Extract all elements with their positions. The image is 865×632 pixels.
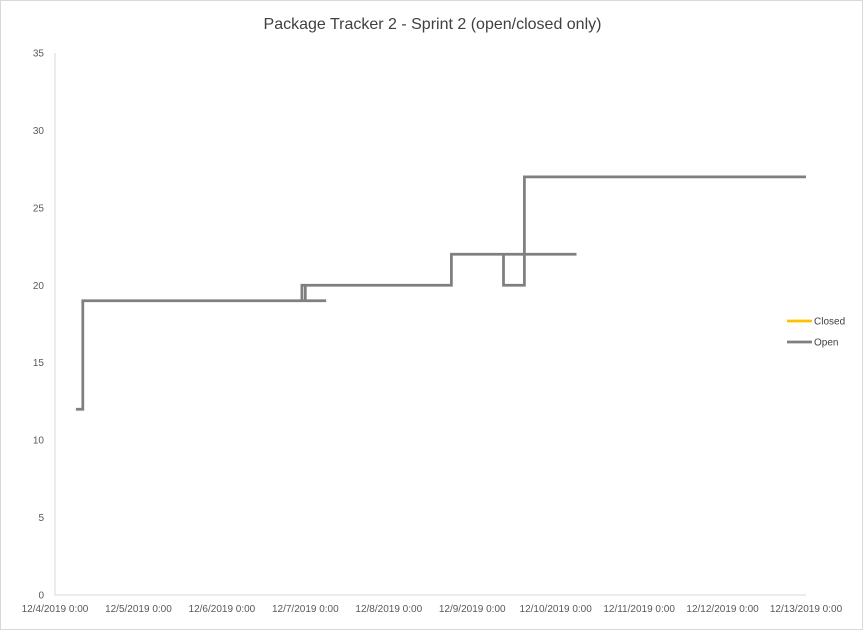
x-tick-label: 12/6/2019 0:00 xyxy=(189,604,256,615)
x-tick-label: 12/12/2019 0:00 xyxy=(686,604,759,615)
chart-title: Package Tracker 2 - Sprint 2 (open/close… xyxy=(263,16,602,33)
series-group xyxy=(75,175,806,411)
y-tick-label: 35 xyxy=(33,49,45,60)
y-tick-label: 30 xyxy=(33,126,45,137)
x-tick-label: 12/13/2019 0:00 xyxy=(770,604,843,615)
legend-label-open: Open xyxy=(814,338,838,349)
y-tick-label: 20 xyxy=(33,281,45,292)
y-tick-label: 0 xyxy=(38,591,44,602)
y-tick-label: 15 xyxy=(33,358,45,369)
y-tick-labels: 0 5 10 15 20 25 30 35 xyxy=(33,49,45,602)
x-tick-label: 12/10/2019 0:00 xyxy=(520,604,593,615)
y-tick-label: 5 xyxy=(38,513,44,524)
axes-group xyxy=(54,53,806,596)
y-tick-label: 10 xyxy=(33,436,45,447)
x-tick-label: 12/4/2019 0:00 xyxy=(22,604,89,615)
series-line-open xyxy=(75,175,806,411)
x-tick-labels: 12/4/2019 0:00 12/5/2019 0:00 12/6/2019 0:… xyxy=(22,604,843,615)
x-tick-label: 12/11/2019 0:00 xyxy=(603,604,675,615)
x-tick-label: 12/7/2019 0:00 xyxy=(272,604,339,615)
x-tick-label: 12/8/2019 0:00 xyxy=(355,604,422,615)
legend: Closed Open xyxy=(787,317,845,349)
legend-label-closed: Closed xyxy=(814,317,845,328)
x-tick-label: 12/9/2019 0:00 xyxy=(439,604,506,615)
x-tick-label: 12/5/2019 0:00 xyxy=(105,604,172,615)
y-tick-label: 25 xyxy=(33,203,45,214)
